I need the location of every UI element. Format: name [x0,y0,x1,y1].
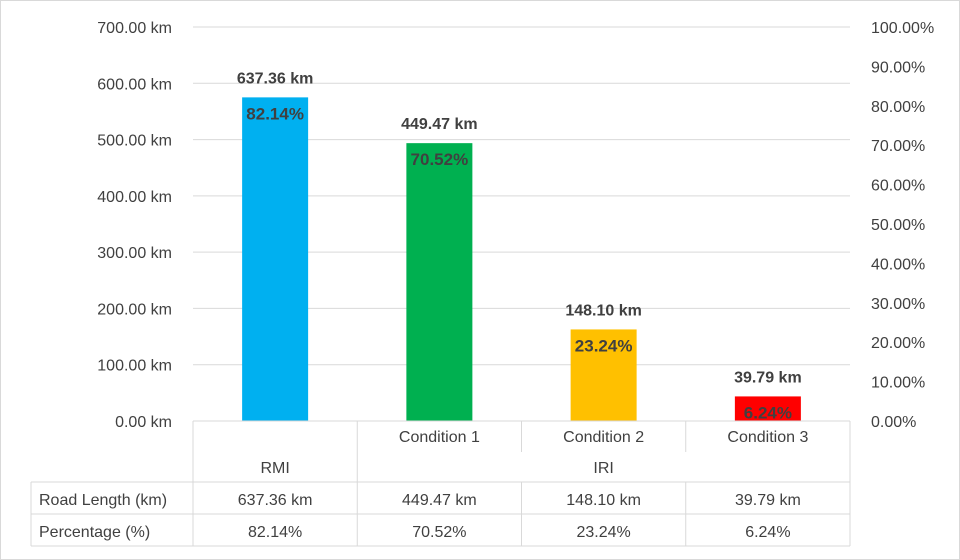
left-axis-tick-label: 500.00 km [97,133,172,150]
bar-value-label: 148.10 km [565,302,642,319]
table-cell: 449.47 km [402,492,477,509]
right-axis-tick-label: 0.00% [871,414,916,431]
bar-percent-label: 70.52% [411,150,469,169]
left-axis-tick-label: 600.00 km [97,76,172,93]
bar-percent-label: 82.14% [246,104,304,123]
table-row-header: Road Length (km) [39,492,167,509]
right-axis-tick-label: 40.00% [871,256,925,273]
bar-percent-label: 6.24% [744,403,792,422]
left-axis-tick-label: 0.00 km [115,414,172,431]
right-axis-tick-label: 30.00% [871,296,925,313]
right-axis-tick-label: 70.00% [871,138,925,155]
bar-2 [406,143,473,422]
table-cell: 82.14% [248,524,302,541]
right-axis-tick-label: 100.00% [871,20,934,37]
group-label: RMI [260,460,289,477]
left-axis-tick-label: 400.00 km [97,189,172,206]
table-cell: 6.24% [745,524,790,541]
table-row-header: Percentage (%) [39,524,150,541]
bar-value-label: 449.47 km [401,116,478,133]
bar-4 [734,396,801,421]
left-axis-tick-label: 300.00 km [97,245,172,262]
table-cell: 637.36 km [238,492,313,509]
right-axis-tick-label: 20.00% [871,335,925,352]
right-axis-tick-label: 60.00% [871,178,925,195]
group-label: IRI [593,460,613,477]
category-label: Condition 1 [399,429,480,446]
table-cell: 148.10 km [566,492,641,509]
table-cell: 23.24% [576,524,630,541]
right-axis-tick-label: 10.00% [871,375,925,392]
right-axis-tick-label: 50.00% [871,217,925,234]
table-cell: 39.79 km [735,492,801,509]
table-cell: 70.52% [412,524,466,541]
left-axis-tick-label: 700.00 km [97,20,172,37]
right-axis-tick-label: 90.00% [871,59,925,76]
bar-1 [242,97,309,421]
right-axis-tick-label: 80.00% [871,99,925,116]
category-label: Condition 2 [563,429,644,446]
bar-percent-label: 23.24% [575,336,633,355]
left-axis-tick-label: 200.00 km [97,301,172,318]
bar-3 [570,329,637,421]
bar-value-label: 637.36 km [237,70,314,87]
left-axis-tick-label: 100.00 km [97,358,172,375]
category-label: Condition 3 [727,429,808,446]
bar-value-label: 39.79 km [734,369,802,386]
